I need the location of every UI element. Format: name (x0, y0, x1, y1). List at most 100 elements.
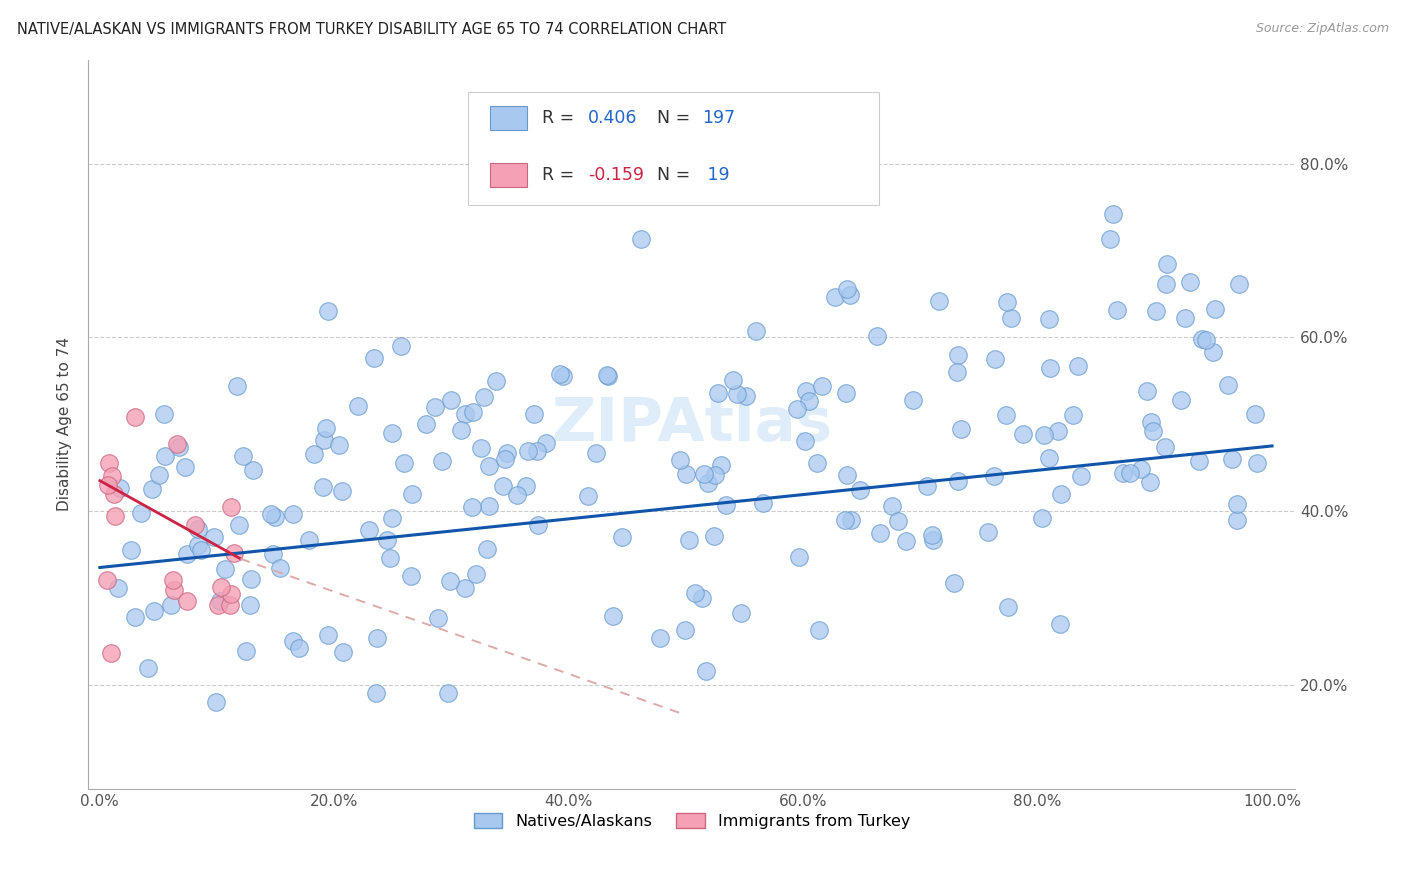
Point (207, 598, 229, 612)
Point (1146, 303, 1168, 318)
Point (922, 533, 945, 548)
Point (1112, 466, 1135, 480)
Point (648, 631, 671, 645)
Text: 0.406: 0.406 (588, 110, 637, 128)
Point (997, 600, 1019, 615)
Point (506, 488, 529, 502)
Point (1031, 511, 1053, 525)
Point (668, 452, 690, 467)
Point (977, 524, 1000, 539)
Point (869, 526, 891, 541)
Point (478, 458, 501, 473)
Text: R =: R = (541, 166, 579, 184)
Text: 19: 19 (703, 166, 730, 184)
Point (475, 541, 498, 556)
Point (1140, 415, 1163, 429)
Point (108, 481, 131, 495)
Point (174, 459, 197, 474)
Point (576, 489, 599, 503)
Point (1070, 469, 1092, 483)
Point (103, 486, 125, 500)
Point (943, 575, 966, 590)
Point (695, 664, 717, 678)
Point (1202, 345, 1225, 359)
Point (141, 482, 163, 496)
Point (454, 407, 477, 421)
Point (1011, 427, 1033, 442)
Point (378, 551, 401, 566)
Point (287, 640, 309, 655)
Point (1038, 450, 1060, 465)
FancyBboxPatch shape (491, 106, 527, 130)
Point (678, 533, 700, 547)
Point (894, 533, 917, 548)
Point (824, 290, 846, 304)
Text: 197: 197 (703, 110, 735, 128)
Point (359, 524, 381, 538)
Point (745, 324, 768, 338)
Point (515, 479, 537, 493)
Point (269, 561, 291, 575)
Point (690, 591, 713, 605)
Point (835, 468, 858, 483)
Point (496, 446, 519, 460)
Point (673, 623, 696, 637)
Point (381, 425, 404, 440)
Point (1174, 310, 1197, 325)
Point (315, 421, 337, 435)
Point (1244, 407, 1267, 421)
Point (328, 437, 350, 451)
Point (794, 384, 817, 398)
Point (107, 582, 129, 596)
Point (314, 433, 336, 447)
Point (239, 572, 262, 586)
Point (316, 627, 339, 641)
Point (176, 594, 198, 608)
Point (205, 695, 228, 709)
Point (153, 407, 176, 421)
Point (461, 500, 484, 514)
Point (1033, 427, 1056, 442)
Point (1226, 498, 1249, 512)
Point (136, 661, 159, 675)
Point (143, 604, 166, 618)
Point (1139, 475, 1161, 490)
Point (1142, 425, 1164, 439)
Point (381, 511, 404, 525)
Point (1000, 310, 1022, 325)
Point (866, 328, 889, 343)
Point (377, 533, 399, 548)
Point (1102, 207, 1125, 221)
Point (415, 417, 437, 431)
Text: R =: R = (541, 110, 579, 128)
Point (100, 646, 122, 660)
Point (298, 533, 321, 548)
Point (1226, 513, 1249, 527)
Point (484, 374, 506, 388)
Point (1039, 361, 1062, 376)
Point (730, 606, 752, 620)
Point (1180, 275, 1202, 289)
Point (389, 339, 412, 353)
Point (316, 304, 339, 318)
Point (1049, 616, 1071, 631)
Point (166, 437, 188, 451)
Point (596, 369, 619, 384)
Point (264, 509, 287, 524)
Point (492, 478, 515, 492)
Point (478, 499, 501, 513)
FancyBboxPatch shape (491, 163, 527, 187)
Point (1218, 378, 1240, 392)
Point (100, 469, 122, 483)
Text: Source: ZipAtlas.com: Source: ZipAtlas.com (1256, 22, 1389, 36)
Point (797, 394, 820, 409)
Point (97, 478, 120, 492)
Point (697, 476, 720, 491)
Point (124, 610, 146, 624)
Point (1130, 462, 1153, 476)
Point (752, 495, 775, 509)
Point (612, 530, 634, 544)
Point (630, 231, 652, 245)
Point (239, 598, 262, 612)
Point (124, 410, 146, 425)
